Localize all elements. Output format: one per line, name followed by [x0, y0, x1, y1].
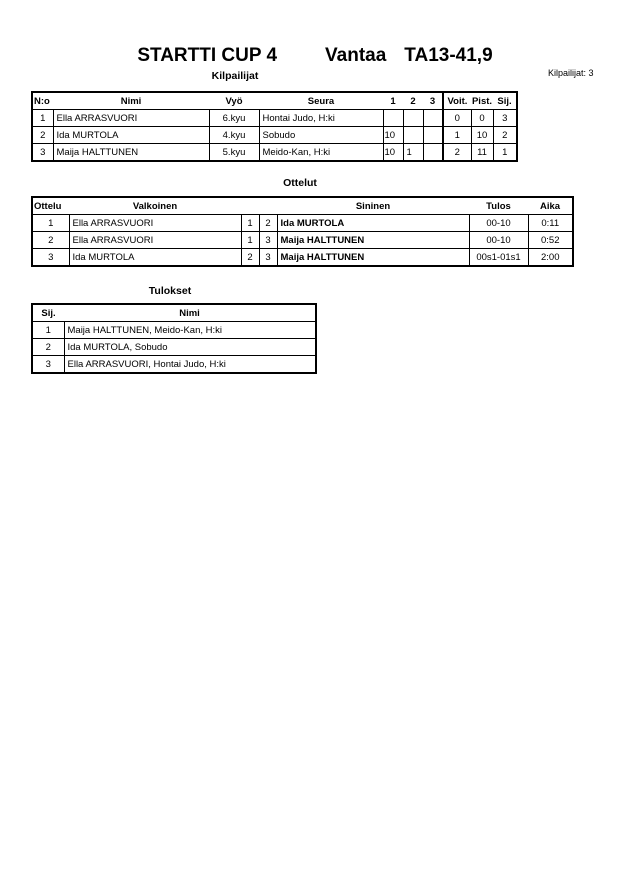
- results-title: Tulokset: [148, 285, 192, 297]
- cell-result: 00-10: [468, 231, 529, 249]
- col-no: N:o: [32, 91, 53, 110]
- table-row: 3 Ida MURTOLA 2 3 Maija HALTTUNEN 00s1-0…: [31, 248, 574, 267]
- cell-white-no: 1: [240, 214, 260, 232]
- cell-r2: 1: [402, 143, 424, 162]
- cell-blue: Maija HALTTUNEN: [276, 248, 470, 267]
- col-belt: Vyö: [209, 91, 259, 110]
- cell-no: 3: [31, 143, 54, 162]
- cell-match: 1: [31, 214, 70, 232]
- cell-result: 00-10: [468, 214, 529, 232]
- col-result: Tulos: [469, 196, 528, 215]
- cell-match: 3: [31, 248, 70, 267]
- col-r1: 1: [383, 91, 403, 110]
- results-table: Sij. Nimi 1 Maija HALTTUNEN, Meido-Kan, …: [31, 303, 317, 374]
- cell-blue-no: 3: [258, 231, 278, 249]
- cell-points: 10: [470, 126, 494, 144]
- cell-white-no: 1: [240, 231, 260, 249]
- col-club: Seura: [259, 91, 383, 110]
- cell-place: 1: [31, 321, 65, 339]
- cell-white: Ella ARRASVUORI: [68, 214, 242, 232]
- cell-belt: 5.kyu: [208, 143, 260, 162]
- cell-points: 11: [470, 143, 494, 162]
- cell-club: Sobudo: [258, 126, 384, 144]
- table-row: 3 Maija HALTTUNEN 5.kyu Meido-Kan, H:ki …: [31, 143, 518, 162]
- col-white: Valkoinen: [69, 196, 241, 215]
- cell-white: Ella ARRASVUORI: [68, 231, 242, 249]
- col-name: Nimi: [53, 91, 209, 110]
- cell-r3: [422, 109, 444, 127]
- col-r2: 2: [403, 91, 423, 110]
- table-row: 3 Ella ARRASVUORI, Hontai Judo, H:ki: [31, 355, 317, 374]
- participant-count: Kilpailijat: 3: [548, 68, 594, 78]
- cell-place: 3: [31, 355, 65, 374]
- cell-r1: 10: [382, 143, 404, 162]
- event-category: TA13-41,9: [404, 45, 493, 66]
- cell-match: 2: [31, 231, 70, 249]
- cell-place: 1: [492, 143, 518, 162]
- cell-place: 2: [492, 126, 518, 144]
- cell-time: 0:52: [527, 231, 574, 249]
- cell-r1: [382, 109, 404, 127]
- event-place: Vantaa: [325, 45, 387, 66]
- cell-name: Maija HALTTUNEN: [52, 143, 210, 162]
- cell-wins: 2: [442, 143, 472, 162]
- cell-name: Ida MURTOLA, Sobudo: [63, 338, 317, 356]
- cell-r2: [402, 126, 424, 144]
- event-name: STARTTI CUP 4: [137, 45, 278, 66]
- competitors-table: N:o Nimi Vyö Seura 1 2 3 Voit. Pist. Sij…: [31, 91, 518, 162]
- cell-r2: [402, 109, 424, 127]
- table-row: 2 Ida MURTOLA, Sobudo: [31, 338, 317, 356]
- table-row: 1 Maija HALTTUNEN, Meido-Kan, H:ki: [31, 321, 317, 339]
- table-row: 1 Ella ARRASVUORI 1 2 Ida MURTOLA 00-10 …: [31, 214, 574, 232]
- table-header: Sij. Nimi: [32, 303, 316, 322]
- competitors-title: Kilpailijat: [211, 70, 259, 82]
- cell-points: 0: [470, 109, 494, 127]
- col-r3: 3: [423, 91, 443, 110]
- table-header: Ottelu Valkoinen Sininen Tulos Aika: [32, 196, 573, 215]
- cell-white-no: 2: [240, 248, 260, 267]
- cell-wins: 1: [442, 126, 472, 144]
- cell-wins: 0: [442, 109, 472, 127]
- cell-club: Meido-Kan, H:ki: [258, 143, 384, 162]
- table-row: 1 Ella ARRASVUORI 6.kyu Hontai Judo, H:k…: [31, 109, 518, 127]
- cell-r3: [422, 143, 444, 162]
- cell-r1: 10: [382, 126, 404, 144]
- cell-name: Ella ARRASVUORI: [52, 109, 210, 127]
- matches-title: Ottelut: [283, 177, 317, 189]
- col-wins: Voit.: [442, 91, 471, 110]
- col-time: Aika: [528, 196, 573, 215]
- cell-belt: 6.kyu: [208, 109, 260, 127]
- cell-name: Ella ARRASVUORI, Hontai Judo, H:ki: [63, 355, 317, 374]
- page-title: STARTTI CUP 4 Vantaa TA13-41,9: [0, 45, 630, 67]
- cell-blue: Maija HALTTUNEN: [276, 231, 470, 249]
- cell-time: 0:11: [527, 214, 574, 232]
- cell-blue-no: 2: [258, 214, 278, 232]
- col-name: Nimi: [64, 303, 316, 322]
- table-row: 2 Ella ARRASVUORI 1 3 Maija HALTTUNEN 00…: [31, 231, 574, 249]
- col-blue: Sininen: [277, 196, 469, 215]
- col-points: Pist.: [471, 91, 493, 110]
- col-match: Ottelu: [32, 196, 69, 215]
- cell-name: Maija HALTTUNEN, Meido-Kan, H:ki: [63, 321, 317, 339]
- cell-no: 1: [31, 109, 54, 127]
- table-row: 2 Ida MURTOLA 4.kyu Sobudo 10 1 10 2: [31, 126, 518, 144]
- cell-name: Ida MURTOLA: [52, 126, 210, 144]
- col-place: Sij.: [493, 91, 517, 110]
- cell-place: 2: [31, 338, 65, 356]
- cell-place: 3: [492, 109, 518, 127]
- cell-time: 2:00: [527, 248, 574, 267]
- table-header: N:o Nimi Vyö Seura 1 2 3 Voit. Pist. Sij…: [32, 91, 517, 110]
- cell-white: Ida MURTOLA: [68, 248, 242, 267]
- cell-r3: [422, 126, 444, 144]
- cell-blue-no: 3: [258, 248, 278, 267]
- cell-result: 00s1-01s1: [468, 248, 529, 267]
- cell-belt: 4.kyu: [208, 126, 260, 144]
- cell-blue: Ida MURTOLA: [276, 214, 470, 232]
- cell-no: 2: [31, 126, 54, 144]
- col-place: Sij.: [32, 303, 64, 322]
- matches-table: Ottelu Valkoinen Sininen Tulos Aika 1 El…: [31, 196, 574, 267]
- cell-club: Hontai Judo, H:ki: [258, 109, 384, 127]
